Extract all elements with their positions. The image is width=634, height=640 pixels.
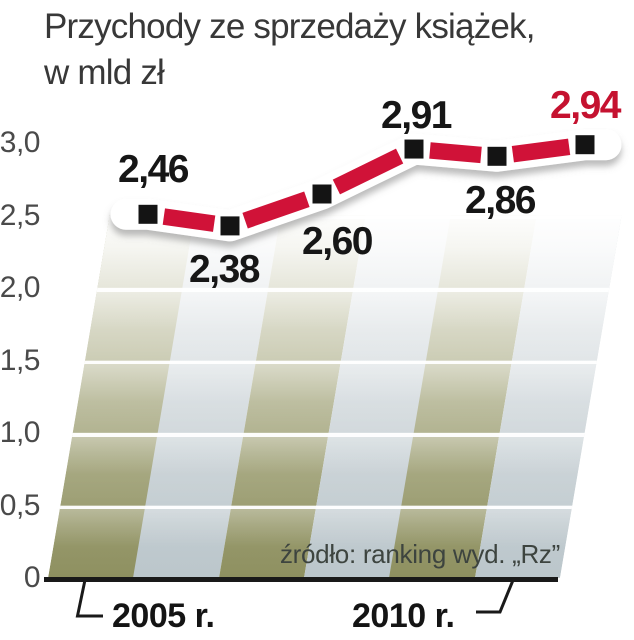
x-axis-baseline: [44, 577, 558, 582]
y-tick-label-1,5: 1,5: [0, 343, 41, 377]
data-point-marker-2009: [487, 146, 507, 166]
tick-connector-2010: [476, 578, 515, 614]
y-tick-label-0: 0: [23, 561, 41, 594]
chart-title: Przychody ze sprzedaży książek, w mld zł: [44, 4, 535, 95]
value-label-2007: 2,60: [302, 220, 373, 263]
line-segment: [429, 142, 482, 164]
y-tick-label-1,0: 1,0: [0, 416, 41, 449]
x-axis-label-2005: 2005 r.: [112, 597, 215, 635]
value-label-2005: 2,46: [118, 148, 189, 192]
data-point-marker-2008: [404, 139, 424, 159]
value-label-2006: 2,38: [189, 247, 260, 291]
value-label-2010: 2,94: [550, 83, 621, 127]
data-point-marker-2007: [312, 184, 332, 204]
y-tick-label-2,5: 2,5: [0, 198, 41, 232]
value-label-2009: 2,86: [465, 179, 536, 223]
line-segment: [332, 148, 404, 195]
x-axis-label-2010: 2010 r.: [352, 597, 455, 635]
chart-title-line1: Przychody ze sprzedaży książek,: [44, 7, 535, 46]
y-tick-label-0,5: 0,5: [0, 488, 41, 522]
data-point-marker-2010: [575, 135, 595, 155]
y-tick-label-3,0: 3,0: [0, 126, 41, 159]
plot-area-stripes: [48, 215, 622, 578]
chart-title-line2: w mld zł: [44, 52, 165, 92]
y-tick-label-2,0: 2,0: [0, 271, 41, 304]
source-note: źródło: ranking wyd. „Rz”: [279, 539, 560, 569]
line-segment: [511, 138, 571, 163]
fade-to-white-overlay: [48, 215, 622, 578]
value-label-2008: 2,91: [381, 94, 452, 138]
tick-connector-2005: [75, 579, 103, 618]
